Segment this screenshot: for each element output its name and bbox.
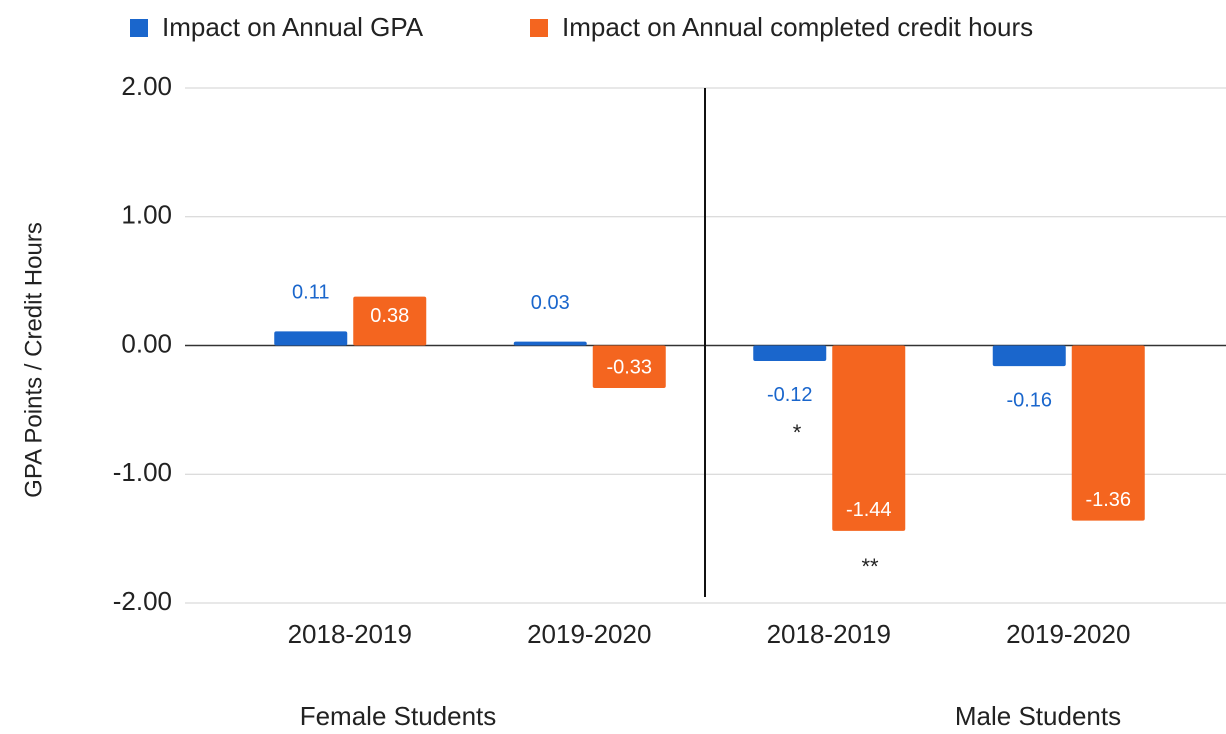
x-tick-label: 2019-2020 (527, 619, 651, 649)
legend-swatch (530, 19, 548, 37)
bar (274, 331, 348, 346)
value-label: -1.36 (1085, 489, 1131, 511)
value-label: -1.44 (846, 499, 892, 521)
legend-label: Impact on Annual GPA (162, 12, 424, 42)
y-tick-label: 1.00 (121, 200, 172, 230)
value-label: -0.33 (606, 356, 652, 378)
y-tick-label: -2.00 (113, 586, 172, 616)
bar (353, 296, 427, 346)
x-tick-label: 2018-2019 (288, 619, 412, 649)
annotation: * (793, 420, 802, 445)
value-label: 0.38 (370, 305, 409, 327)
x-tick-label: 2018-2019 (767, 619, 891, 649)
group-label: Female Students (300, 701, 497, 731)
bar (513, 341, 587, 346)
value-label: 0.03 (531, 292, 570, 314)
annotation: ** (861, 554, 879, 579)
bar (1071, 345, 1145, 521)
group-label: Male Students (955, 701, 1121, 731)
y-tick-label: 2.00 (121, 71, 172, 101)
bar (832, 345, 906, 531)
legend-label: Impact on Annual completed credit hours (562, 12, 1033, 42)
y-tick-label: 0.00 (121, 328, 172, 358)
bar (753, 345, 827, 361)
bar (592, 345, 666, 388)
legend-swatch (130, 19, 148, 37)
bar (992, 345, 1066, 367)
y-axis-title: GPA Points / Credit Hours (20, 222, 47, 498)
y-tick-label: -1.00 (113, 457, 172, 487)
value-label: -0.12 (767, 384, 813, 406)
x-tick-label: 2019-2020 (1006, 619, 1130, 649)
value-label: -0.16 (1006, 389, 1052, 411)
value-label: 0.11 (292, 282, 329, 304)
